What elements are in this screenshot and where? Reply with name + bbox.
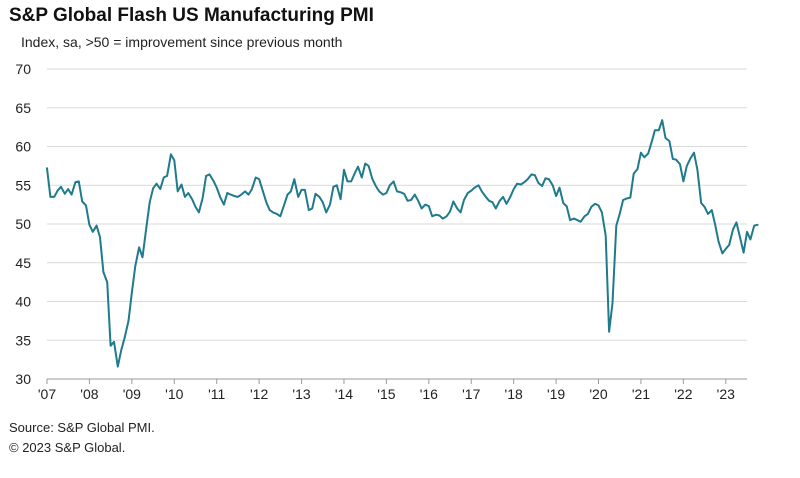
x-tick-label: '13 [292, 386, 310, 402]
x-tick-label: '21 [632, 386, 650, 402]
y-tick-label: 55 [15, 177, 31, 193]
x-tick-label: '12 [250, 386, 268, 402]
y-axis-ticks: 30 35 40 45 50 55 60 65 70 [15, 61, 31, 387]
y-tick-label: 35 [15, 332, 31, 348]
y-tick-label: 60 [15, 139, 31, 155]
y-tick-label: 30 [15, 371, 31, 387]
x-tick-label: '16 [420, 386, 438, 402]
chart-subtitle: Index, sa, >50 = improvement since previ… [21, 34, 343, 50]
y-tick-label: 45 [15, 255, 31, 271]
series-layer [46, 119, 759, 368]
y-tick-label: 40 [15, 294, 31, 310]
x-tick-label: '09 [123, 386, 141, 402]
y-tick-label: 50 [15, 216, 31, 232]
x-axis: '07 '08 '09 '10 '11 '12 '13 '14 '15 '16 '17 '18 '19 '… [38, 378, 747, 402]
gridlines [47, 68, 747, 341]
x-tick-label: '11 [208, 386, 225, 402]
x-tick-label: '23 [717, 386, 735, 402]
x-tick-label: '22 [674, 386, 692, 402]
x-tick-label: '10 [165, 386, 183, 402]
y-tick-label: 65 [15, 100, 31, 116]
source-note: Source: S&P Global PMI. [9, 420, 155, 435]
pmi-series-line [46, 119, 759, 368]
x-tick-label: '17 [462, 386, 480, 402]
chart-title: S&P Global Flash US Manufacturing PMI [9, 5, 374, 26]
x-tick-label: '18 [505, 386, 523, 402]
x-tick-label: '20 [589, 386, 607, 402]
x-tick-label: '19 [547, 386, 565, 402]
x-tick-label: '08 [80, 386, 98, 402]
copyright-note: © 2023 S&P Global. [9, 440, 126, 455]
x-tick-label: '07 [38, 386, 56, 402]
y-tick-label: 70 [15, 61, 31, 77]
x-tick-label: '14 [335, 386, 353, 402]
x-tick-label: '15 [377, 386, 395, 402]
